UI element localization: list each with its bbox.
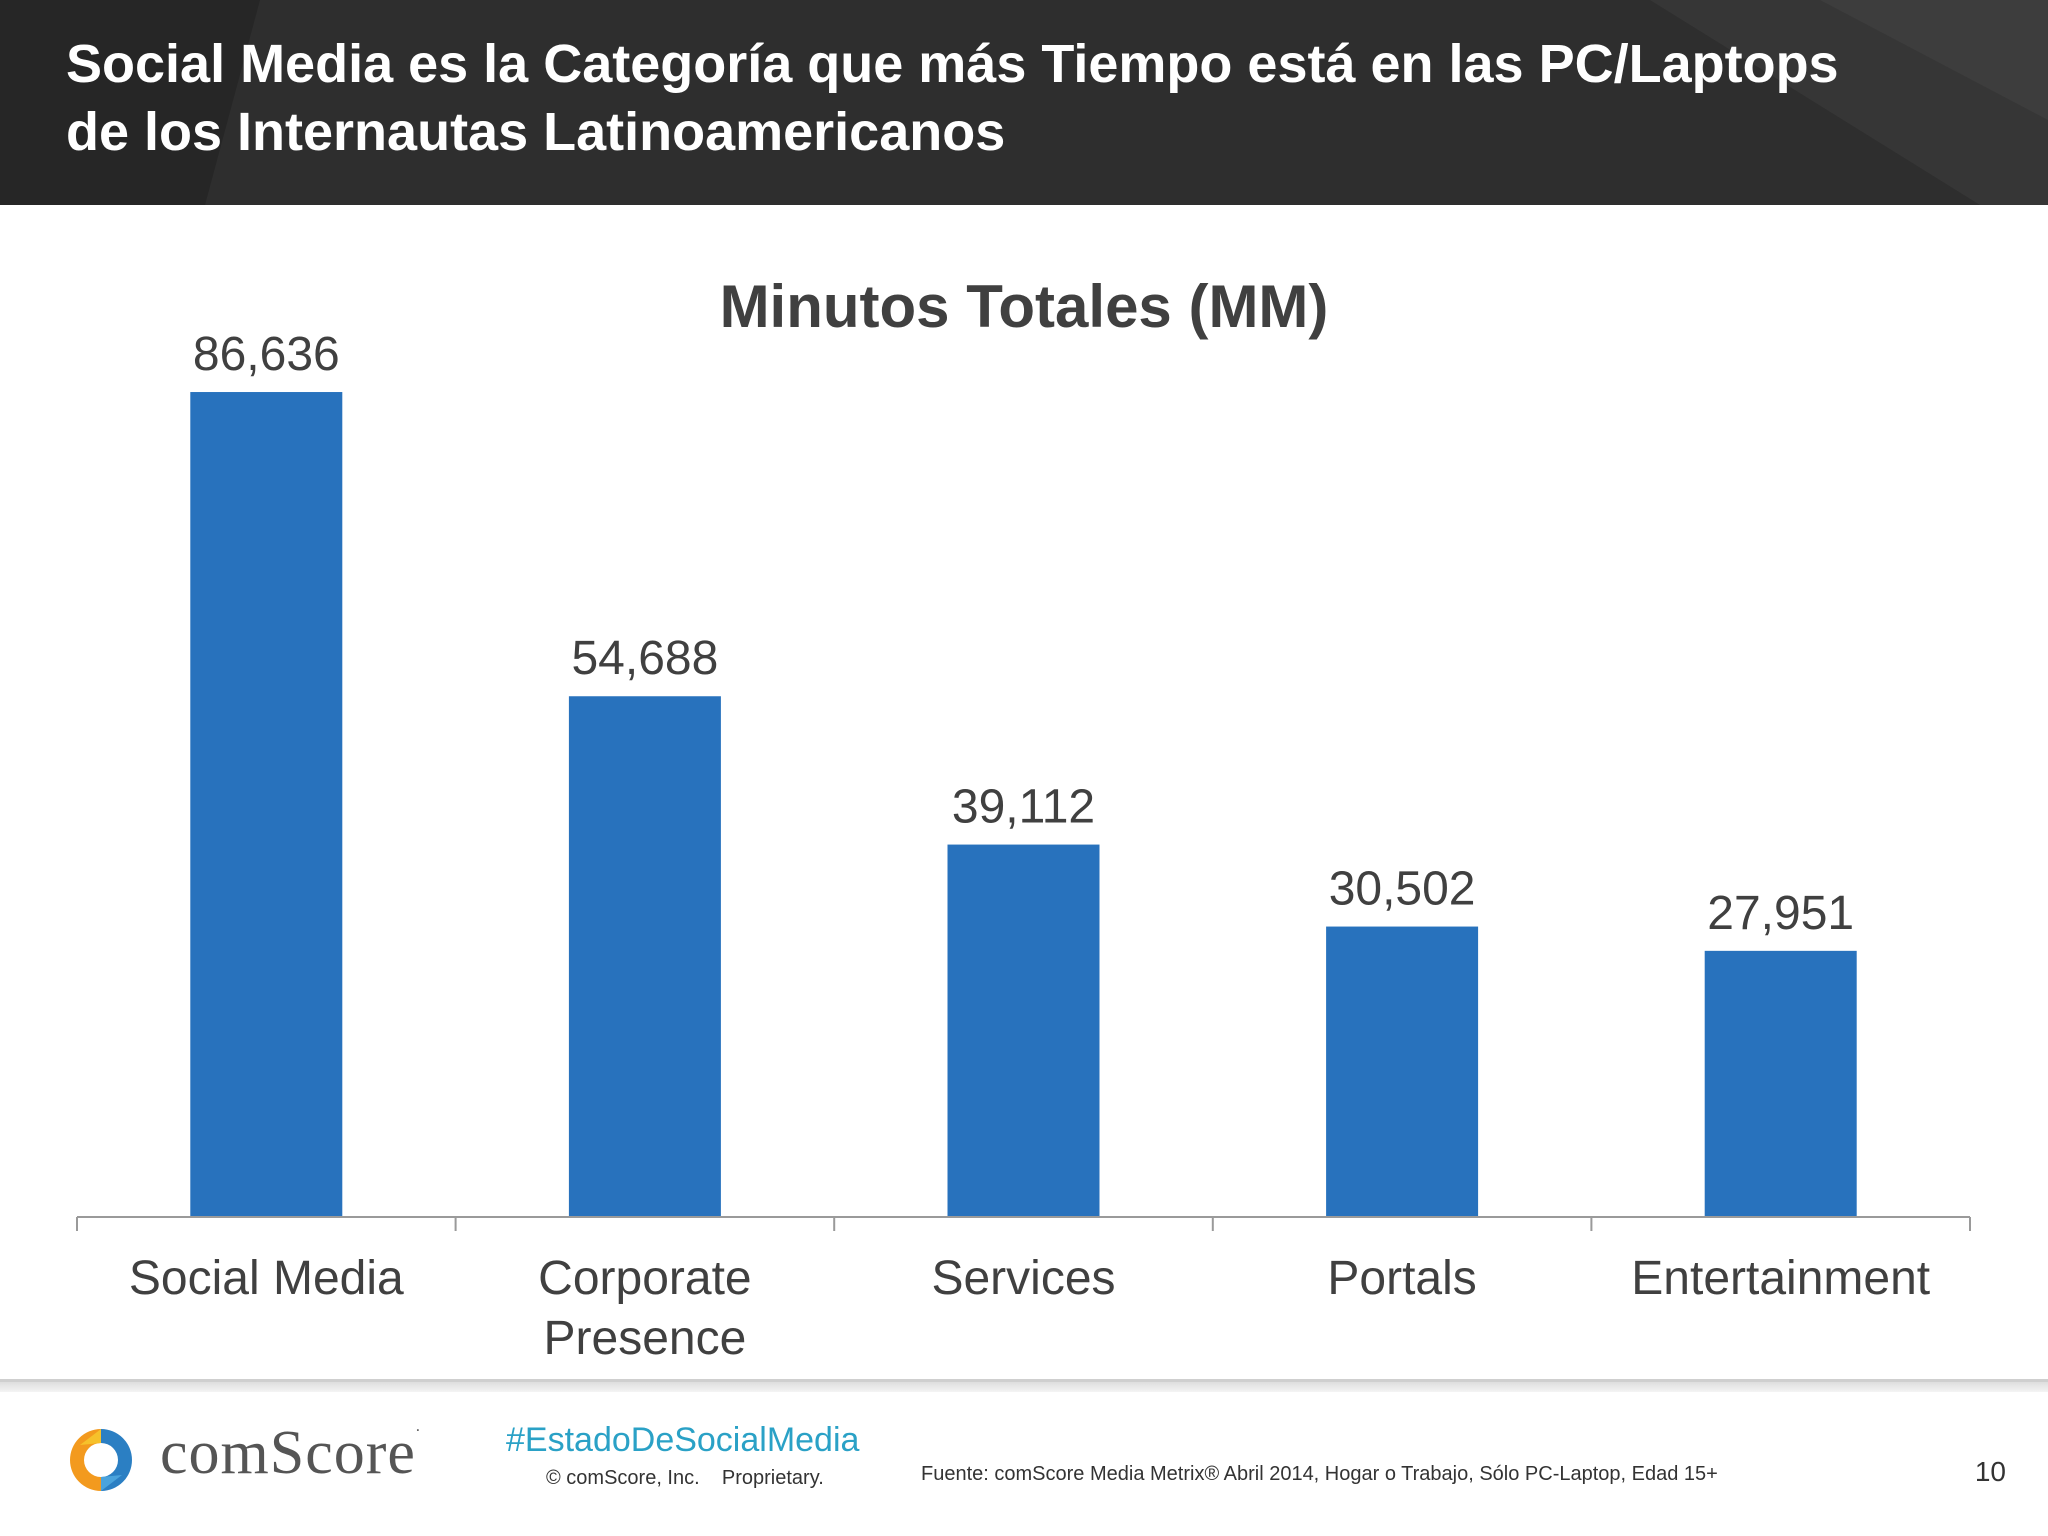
header-background bbox=[0, 0, 2048, 205]
chart-title: Minutos Totales (MM) bbox=[719, 273, 1329, 340]
x-axis bbox=[76, 1216, 1971, 1231]
bar-chart: 86,636 54,688 39,112 30,502 27,951 Social Me… bbox=[76, 328, 1971, 1365]
value-label-4: 30,502 bbox=[1329, 863, 1476, 916]
value-label-2: 54,688 bbox=[571, 632, 718, 685]
bar-2 bbox=[568, 696, 721, 1217]
hashtag: #EstadoDeSocialMedia bbox=[506, 1421, 860, 1459]
bars-group bbox=[190, 392, 1857, 1218]
category-label-4: Portals bbox=[1327, 1252, 1476, 1305]
footer-divider bbox=[0, 1379, 2048, 1382]
value-label-1: 86,636 bbox=[193, 328, 340, 381]
source-note: Fuente: comScore Media Metrix® Abril 201… bbox=[921, 1463, 1718, 1485]
category-label-3: Services bbox=[931, 1252, 1115, 1305]
comscore-logo-text: comScore. bbox=[160, 1418, 421, 1487]
page-number: 10 bbox=[1974, 1456, 2006, 1487]
value-labels-group: 86,636 54,688 39,112 30,502 27,951 bbox=[193, 328, 1854, 940]
bar-3 bbox=[947, 844, 1100, 1217]
category-label-2: Corporate Presence bbox=[538, 1252, 751, 1365]
slide-title-line-1: Social Media es la Categoría que más Tie… bbox=[66, 34, 1839, 94]
category-labels-group: Social Media Corporate Presence Services Por… bbox=[129, 1252, 1930, 1365]
slide-header: Social Media es la Categoría que más Tie… bbox=[0, 0, 2048, 205]
comscore-logo-icon bbox=[70, 1429, 132, 1491]
footer-shadow bbox=[0, 1382, 2048, 1392]
bar-1 bbox=[190, 392, 343, 1218]
category-label-5: Entertainment bbox=[1631, 1252, 1930, 1305]
slide-title: Social Media es la Categoría que más Tie… bbox=[66, 30, 2016, 166]
copyright-text: © comScore, Inc. Proprietary. bbox=[546, 1467, 824, 1489]
value-label-5: 27,951 bbox=[1707, 887, 1854, 940]
bar-4 bbox=[1326, 926, 1479, 1217]
category-label-1: Social Media bbox=[129, 1252, 404, 1305]
bar-5 bbox=[1704, 950, 1857, 1217]
value-label-3: 39,112 bbox=[952, 781, 1095, 834]
brand-name: comScore bbox=[160, 1419, 416, 1487]
slide-title-line-2: de los Internautas Latinoamericanos bbox=[66, 102, 1006, 162]
